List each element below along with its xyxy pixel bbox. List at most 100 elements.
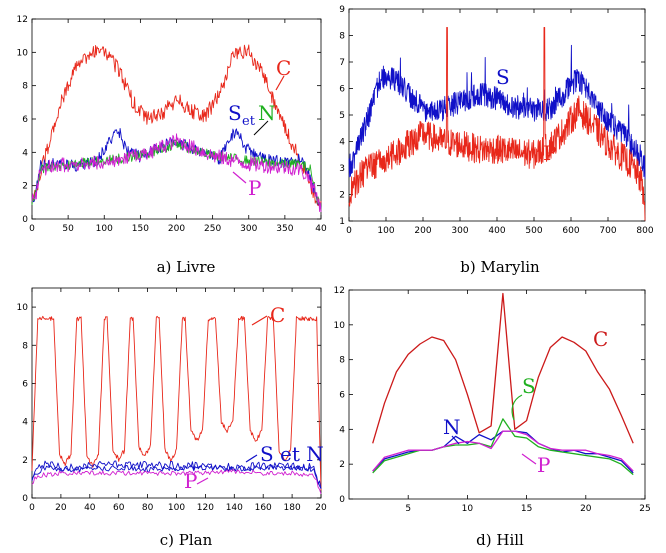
y-tick-label: 5 bbox=[339, 111, 345, 121]
x-tick-label: 10 bbox=[462, 504, 474, 514]
ticks: 5 10 15 20 25 0 2 4 6 8 10 12 bbox=[334, 286, 651, 514]
annotation-s: S bbox=[496, 65, 510, 89]
annotation-arrow-c bbox=[275, 75, 285, 91]
x-tick-label: 600 bbox=[562, 226, 579, 236]
series-line-s bbox=[348, 44, 646, 180]
ticks: 0 100 200 300 400 500 600 700 800 1 2 3 4 5 6 7 8 9 bbox=[339, 5, 654, 236]
y-tick-label: 10 bbox=[17, 48, 29, 58]
series-lines bbox=[31, 315, 322, 495]
x-tick-label: 160 bbox=[255, 503, 272, 513]
annotation-arrow-p bbox=[196, 477, 209, 485]
y-tick-label: 4 bbox=[22, 418, 28, 428]
x-tick-label: 180 bbox=[284, 503, 301, 513]
series-line-p bbox=[348, 27, 646, 221]
annotation-p: P bbox=[537, 453, 550, 477]
x-tick-label: 150 bbox=[132, 224, 149, 234]
y-tick-label: 7 bbox=[339, 58, 345, 68]
series-line-c bbox=[372, 292, 634, 444]
series-line-p bbox=[31, 133, 322, 213]
x-tick-label: 40 bbox=[315, 224, 327, 234]
series-line-p bbox=[372, 430, 634, 472]
y-tick-label: 10 bbox=[17, 303, 29, 313]
y-tick-label: 0 bbox=[22, 215, 28, 225]
y-tick-label: 6 bbox=[22, 379, 28, 389]
x-tick-label: 500 bbox=[525, 226, 542, 236]
annotation-s: S bbox=[228, 101, 242, 125]
x-tick-label: 120 bbox=[197, 503, 214, 513]
annotation-n: N bbox=[443, 415, 461, 439]
annotation-s: S bbox=[522, 374, 536, 398]
x-tick-label: 0 bbox=[29, 503, 35, 513]
x-tick-label: 0 bbox=[29, 224, 35, 234]
x-tick-label: 200 bbox=[168, 224, 185, 234]
y-tick-label: 6 bbox=[339, 391, 345, 401]
y-tick-label: 2 bbox=[339, 191, 345, 201]
series-line-c bbox=[31, 44, 322, 207]
x-tick-label: 400 bbox=[488, 226, 505, 236]
y-tick-label: 2 bbox=[22, 182, 28, 192]
annotation-c: C bbox=[276, 56, 291, 80]
y-tick-label: 1 bbox=[339, 217, 345, 227]
annotation-arrow-s bbox=[511, 394, 523, 421]
x-tick-label: 200 bbox=[414, 226, 431, 236]
y-tick-label: 8 bbox=[339, 356, 345, 366]
series-line-n bbox=[31, 139, 322, 211]
y-tick-label: 3 bbox=[339, 164, 345, 174]
x-tick-label: 140 bbox=[226, 503, 243, 513]
y-tick-label: 10 bbox=[334, 321, 346, 331]
x-tick-label: 20 bbox=[315, 503, 327, 513]
y-tick-label: 4 bbox=[22, 148, 28, 158]
series-line-s bbox=[31, 460, 322, 489]
y-tick-label: 12 bbox=[17, 15, 28, 25]
series-lines bbox=[372, 292, 634, 476]
x-tick-label: 700 bbox=[599, 226, 616, 236]
series-line-c bbox=[31, 315, 322, 491]
x-tick-label: 800 bbox=[636, 226, 653, 236]
x-tick-label: 5 bbox=[405, 504, 411, 514]
y-tick-label: 4 bbox=[339, 138, 345, 148]
annotation-p: P bbox=[543, 141, 556, 165]
y-tick-label: 6 bbox=[22, 115, 28, 125]
series-line-p bbox=[31, 469, 322, 495]
plot-frame bbox=[348, 289, 646, 500]
annotation-c: C bbox=[270, 303, 285, 327]
series-line-n bbox=[31, 464, 322, 489]
chart-panel-hill: 5 10 15 20 25 0 2 4 6 8 10 12 C N S P d) Hill bbox=[334, 286, 651, 549]
annotation-arrow-n bbox=[451, 435, 460, 445]
x-tick-label: 40 bbox=[84, 503, 96, 513]
y-tick-label: 12 bbox=[334, 286, 345, 296]
caption-livre: a) Livre bbox=[157, 258, 216, 276]
annotation-et: et bbox=[242, 114, 256, 129]
y-tick-label: 9 bbox=[339, 5, 345, 15]
caption-marylin: b) Marylin bbox=[460, 258, 540, 276]
y-tick-label: 6 bbox=[339, 85, 345, 95]
y-tick-label: 0 bbox=[339, 495, 345, 505]
x-tick-label: 15 bbox=[521, 504, 532, 514]
chart-panel-marylin: 0 100 200 300 400 500 600 700 800 1 2 3 4 5 6 7 8 9 S P b… bbox=[339, 5, 654, 276]
plot-frame bbox=[31, 18, 322, 220]
annotation-arrow-p bbox=[232, 171, 247, 184]
annotation-n: N bbox=[258, 101, 276, 125]
series-line-s bbox=[372, 418, 634, 476]
y-tick-label: 8 bbox=[22, 82, 28, 92]
annotation-arrow-sn bbox=[253, 120, 269, 136]
annotation-arrow-c bbox=[251, 315, 268, 326]
x-tick-label: 20 bbox=[580, 504, 592, 514]
annotation-c: C bbox=[593, 327, 608, 351]
x-tick-label: 60 bbox=[113, 503, 125, 513]
series-lines bbox=[31, 44, 322, 213]
caption-hill: d) Hill bbox=[476, 531, 524, 549]
y-tick-label: 2 bbox=[339, 460, 345, 470]
series-lines bbox=[348, 27, 646, 221]
x-tick-label: 300 bbox=[451, 226, 468, 236]
plot-frame bbox=[348, 8, 646, 222]
x-tick-label: 20 bbox=[55, 503, 67, 513]
annotation-p: P bbox=[248, 176, 261, 200]
x-tick-label: 100 bbox=[377, 226, 394, 236]
x-tick-label: 100 bbox=[168, 503, 185, 513]
